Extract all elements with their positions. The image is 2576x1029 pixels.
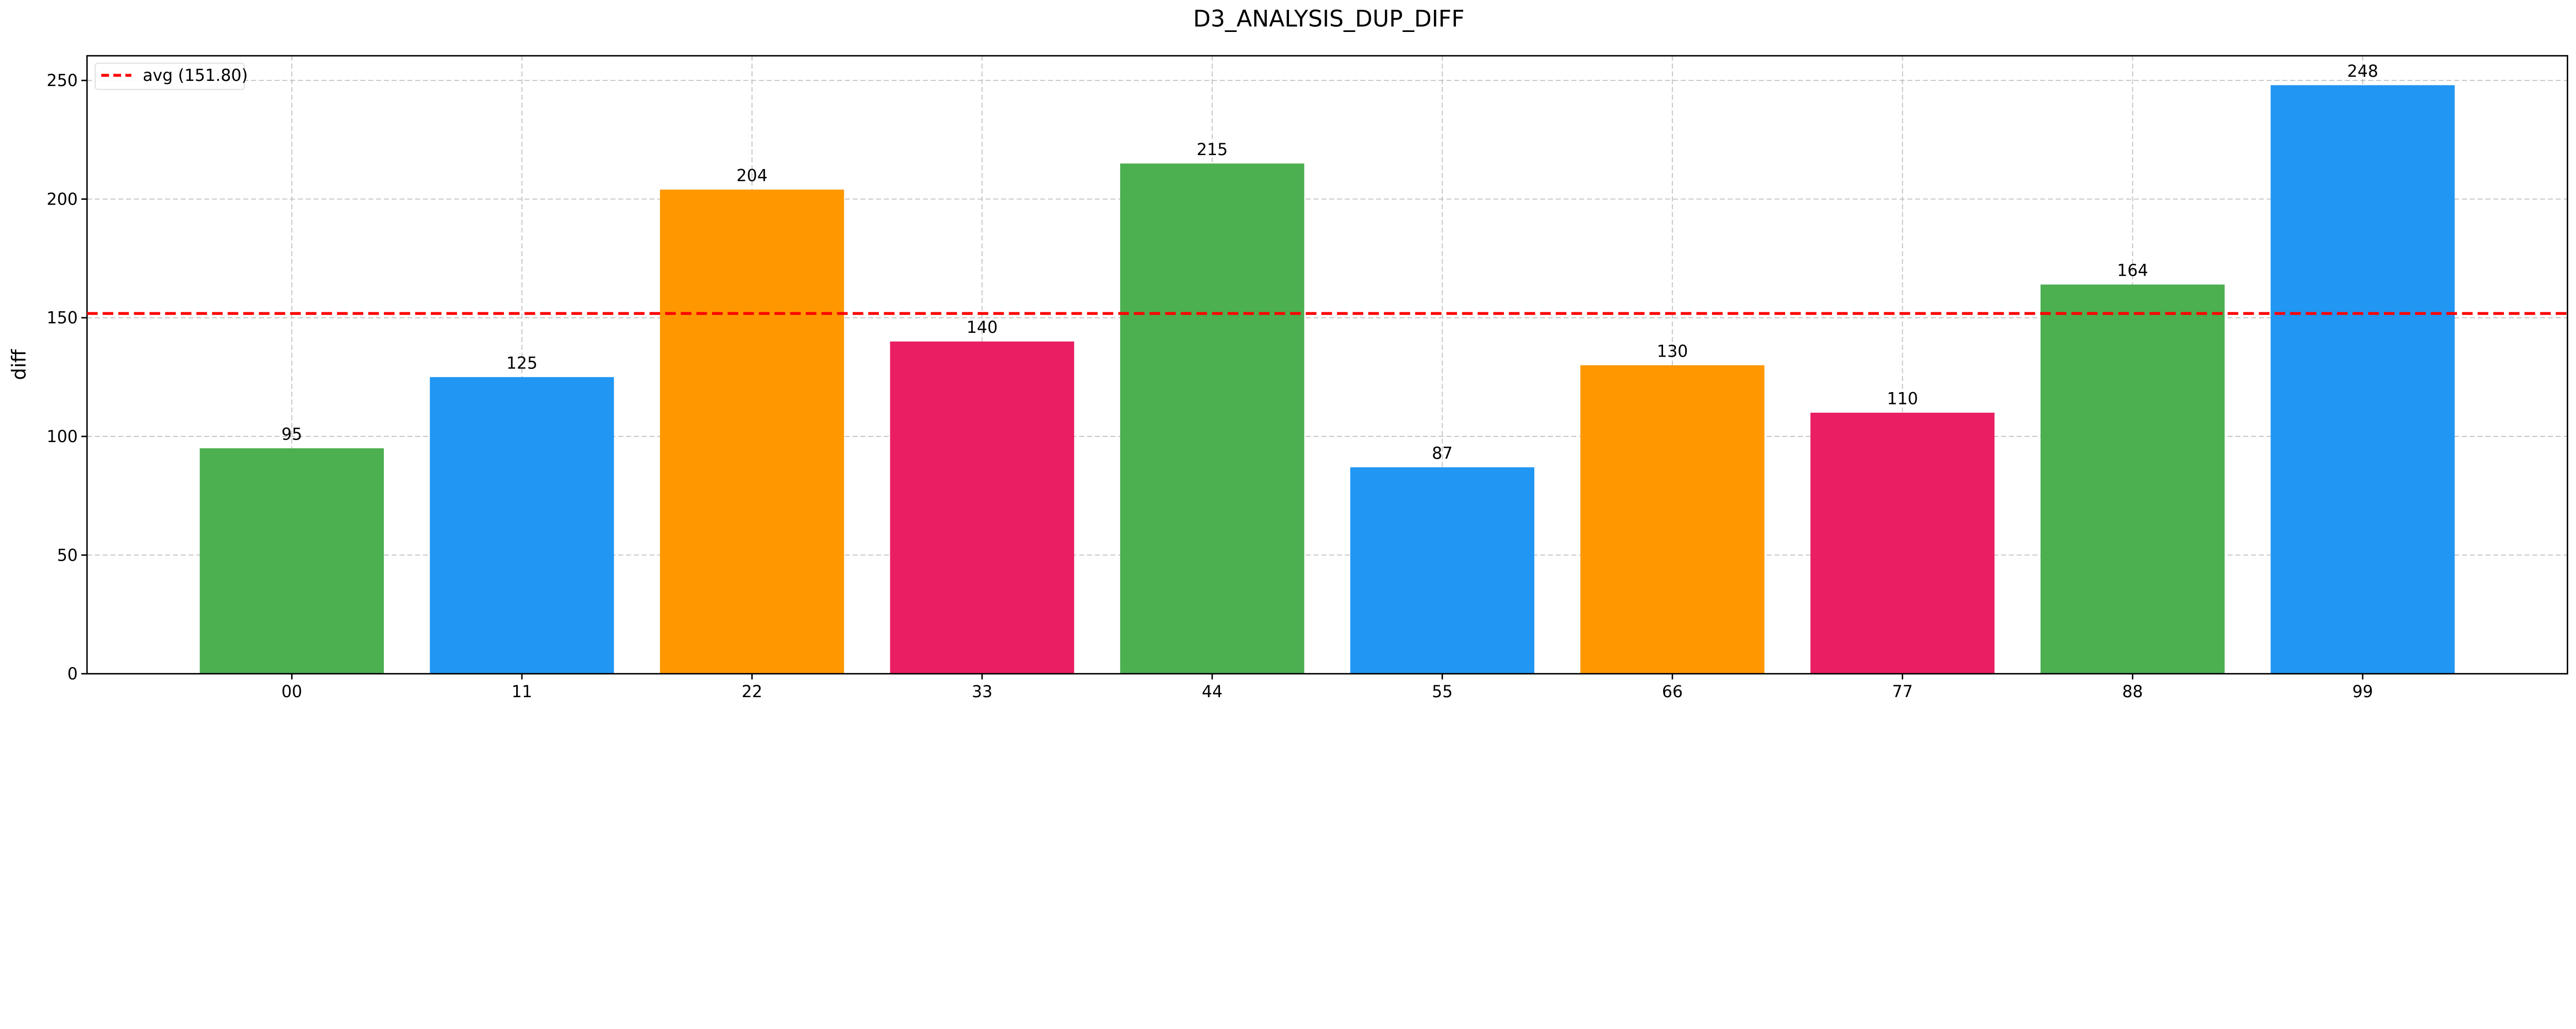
chart-title: D3_ANALYSIS_DUP_DIFF — [1193, 6, 1465, 32]
data-label-00: 95 — [281, 425, 302, 444]
y-tick-label: 0 — [67, 665, 78, 684]
y-tick-label: 150 — [46, 309, 77, 328]
x-tick-label: 77 — [1892, 683, 1913, 701]
x-tick-label: 88 — [2122, 683, 2143, 701]
x-tick-label: 66 — [1662, 683, 1683, 701]
y-tick-label: 50 — [57, 546, 78, 565]
bar-33 — [890, 341, 1074, 674]
bar-11 — [430, 377, 614, 674]
x-tick-label: 33 — [972, 683, 992, 701]
data-label-33: 140 — [967, 318, 997, 337]
x-tick-label: 00 — [281, 683, 302, 701]
data-labels: 95 125 204 140 215 87 130 110 164 248 — [281, 62, 2378, 463]
data-label-66: 130 — [1657, 342, 1688, 361]
data-label-22: 204 — [736, 166, 767, 185]
y-tick-label: 200 — [46, 190, 77, 209]
bar-55 — [1350, 467, 1535, 674]
x-tick-label: 99 — [2352, 683, 2373, 701]
data-label-88: 164 — [2117, 262, 2148, 280]
bar-00 — [199, 448, 384, 674]
bar-22 — [659, 189, 844, 674]
y-tick-label: 250 — [46, 72, 77, 90]
bar-chart: D3_ANALYSIS_DUP_DIFF diff 95 125 204 140 215… — [8, 6, 2568, 701]
legend: avg (151.80) — [94, 62, 248, 90]
x-tick-label: 11 — [512, 683, 532, 701]
bar-99 — [2270, 85, 2455, 674]
legend-box — [94, 62, 245, 90]
data-label-99: 248 — [2347, 62, 2378, 81]
x-tick-label: 55 — [1432, 683, 1452, 701]
x-tick-label: 22 — [741, 683, 762, 701]
y-tick-label: 100 — [46, 428, 77, 446]
bar-88 — [2040, 284, 2225, 674]
legend-label: avg (151.80) — [143, 66, 248, 85]
bar-66 — [1580, 365, 1765, 674]
bar-77 — [1810, 412, 1995, 674]
x-tick-label: 44 — [1202, 683, 1223, 701]
y-axis-label: diff — [8, 349, 30, 380]
bars — [199, 85, 2455, 674]
data-label-55: 87 — [1432, 444, 1452, 463]
axes: 0 50 100 150 200 250 00 11 22 33 44 55 66 77 88 99 — [46, 55, 2568, 701]
axes-frame — [86, 55, 2568, 674]
data-label-77: 110 — [1887, 390, 1918, 408]
bar-44 — [1120, 163, 1304, 674]
data-label-44: 215 — [1197, 141, 1228, 159]
data-label-11: 125 — [506, 354, 537, 373]
